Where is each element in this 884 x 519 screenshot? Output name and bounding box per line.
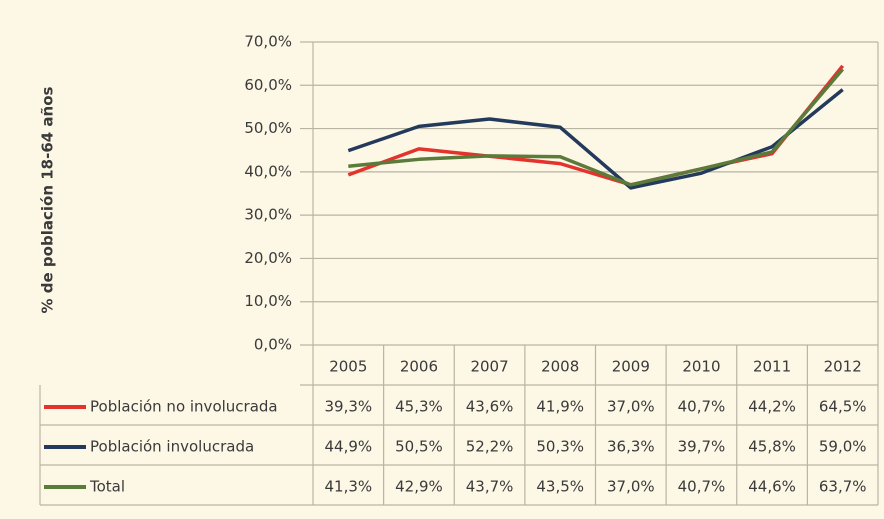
data-label: 50,5% — [395, 438, 443, 456]
data-label: 41,3% — [324, 478, 372, 496]
y-tick-label: 70,0% — [244, 33, 292, 51]
legend-label: Población involucrada — [90, 438, 254, 456]
x-tick-label: 2008 — [541, 358, 579, 376]
data-label: 52,2% — [466, 438, 514, 456]
data-label: 44,6% — [748, 478, 796, 496]
data-label: 42,9% — [395, 478, 443, 496]
data-label: 40,7% — [678, 398, 726, 416]
data-label: 40,7% — [678, 478, 726, 496]
data-label: 64,5% — [819, 398, 867, 416]
x-tick-label: 2005 — [329, 358, 367, 376]
y-tick-label: 10,0% — [244, 292, 292, 310]
series-line — [347, 88, 844, 190]
data-label: 43,7% — [466, 478, 514, 496]
data-label: 41,9% — [536, 398, 584, 416]
data-label: 39,7% — [678, 438, 726, 456]
x-tick-label: 2010 — [682, 358, 720, 376]
data-label: 43,5% — [536, 478, 584, 496]
series-line — [348, 68, 845, 187]
y-axis-label: % de población 18-64 años — [39, 86, 57, 313]
data-label: 39,3% — [324, 398, 372, 416]
data-label: 45,8% — [748, 438, 796, 456]
y-tick-label: 50,0% — [244, 119, 292, 137]
data-label: 59,0% — [819, 438, 867, 456]
y-tick-label: 60,0% — [244, 76, 292, 94]
x-tick-label: 2012 — [824, 358, 862, 376]
y-tick-label: 40,0% — [244, 162, 292, 180]
data-label: 37,0% — [607, 398, 655, 416]
data-label: 36,3% — [607, 438, 655, 456]
data-label: 45,3% — [395, 398, 443, 416]
y-tick-label: 20,0% — [244, 249, 292, 267]
data-label: 44,2% — [748, 398, 796, 416]
data-label: 44,9% — [324, 438, 372, 456]
y-tick-label: 0,0% — [254, 336, 292, 354]
data-label: 37,0% — [607, 478, 655, 496]
data-label: 63,7% — [819, 478, 867, 496]
data-label: 43,6% — [466, 398, 514, 416]
x-tick-label: 2009 — [612, 358, 650, 376]
x-tick-label: 2011 — [753, 358, 791, 376]
x-tick-label: 2007 — [470, 358, 508, 376]
data-label: 50,3% — [536, 438, 584, 456]
y-tick-label: 30,0% — [244, 206, 292, 224]
legend-label: Total — [89, 478, 125, 496]
legend-label: Población no involucrada — [90, 398, 278, 416]
x-tick-label: 2006 — [400, 358, 438, 376]
